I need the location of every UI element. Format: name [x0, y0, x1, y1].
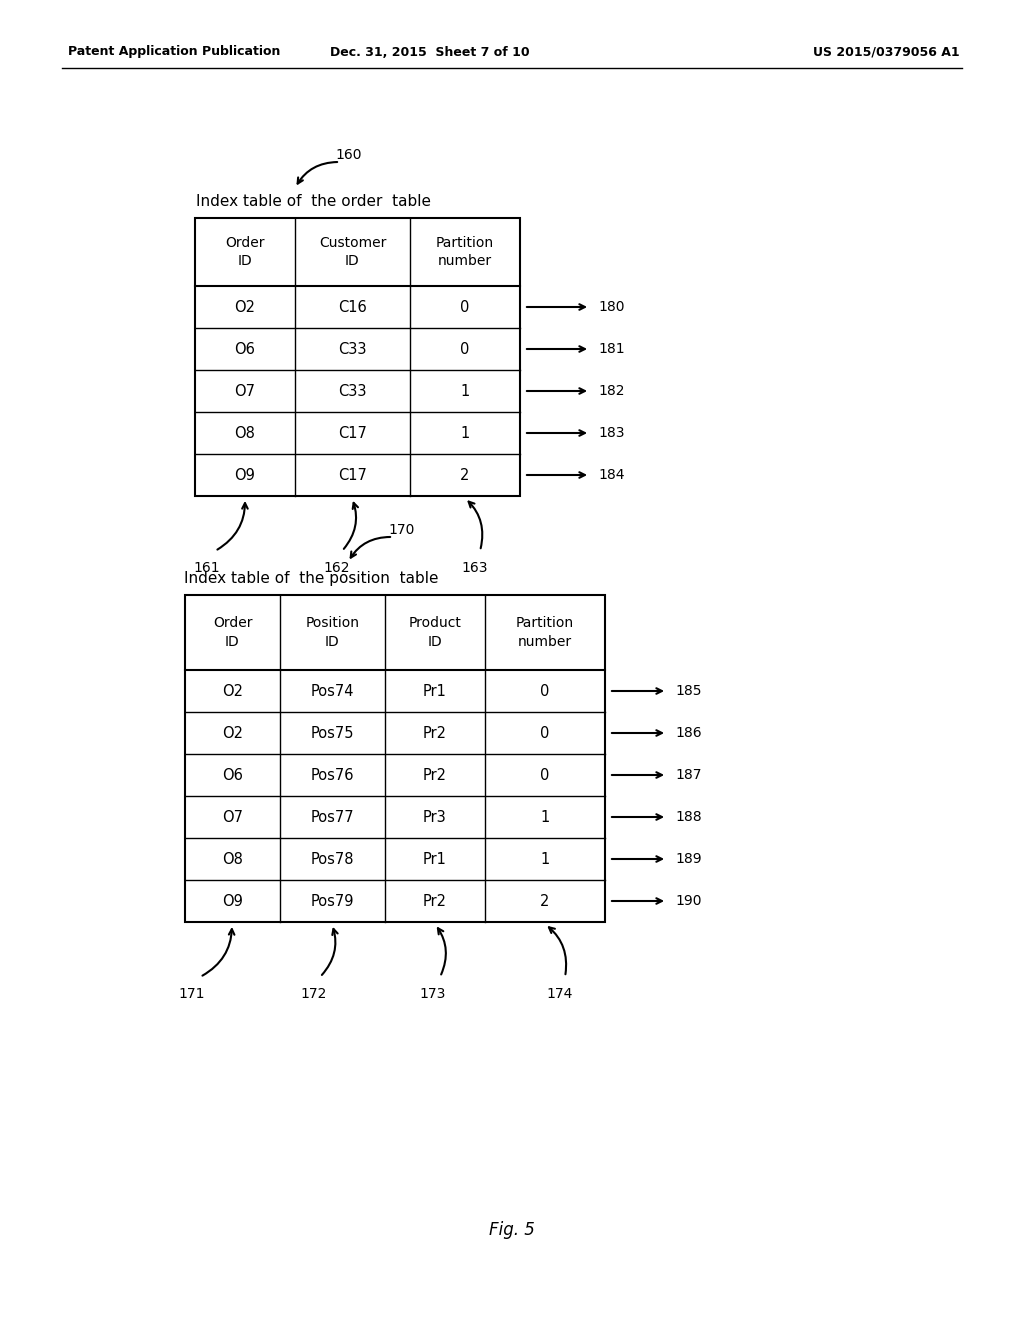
Text: O2: O2: [222, 684, 243, 698]
Text: C16: C16: [338, 300, 367, 314]
Text: Dec. 31, 2015  Sheet 7 of 10: Dec. 31, 2015 Sheet 7 of 10: [330, 45, 529, 58]
Text: O8: O8: [234, 425, 255, 441]
Text: C17: C17: [338, 467, 367, 483]
Text: O7: O7: [222, 809, 243, 825]
Text: 0: 0: [541, 767, 550, 783]
Text: Index table of  the position  table: Index table of the position table: [184, 570, 438, 586]
Text: 1: 1: [541, 809, 550, 825]
Text: Pr1: Pr1: [423, 684, 446, 698]
Text: C17: C17: [338, 425, 367, 441]
Text: Pos76: Pos76: [310, 767, 354, 783]
Text: 171: 171: [179, 987, 205, 1001]
Text: 188: 188: [675, 810, 701, 824]
Text: C33: C33: [338, 384, 367, 399]
Bar: [195, 218, 520, 496]
Text: Pr2: Pr2: [423, 726, 447, 741]
Text: 172: 172: [301, 987, 328, 1001]
Text: Index table of  the order  table: Index table of the order table: [196, 194, 431, 210]
Text: 1: 1: [541, 851, 550, 866]
Text: Order
ID: Order ID: [213, 616, 252, 648]
Text: O8: O8: [222, 851, 243, 866]
Text: C33: C33: [338, 342, 367, 356]
Text: Pos74: Pos74: [310, 684, 354, 698]
Bar: [185, 595, 605, 921]
Text: Patent Application Publication: Patent Application Publication: [68, 45, 281, 58]
Text: 0: 0: [461, 342, 470, 356]
Text: 183: 183: [598, 426, 625, 440]
Text: US 2015/0379056 A1: US 2015/0379056 A1: [813, 45, 961, 58]
Text: 174: 174: [547, 987, 573, 1001]
Text: 161: 161: [194, 561, 220, 576]
Text: 0: 0: [541, 684, 550, 698]
Text: 189: 189: [675, 851, 701, 866]
Text: O6: O6: [222, 767, 243, 783]
Text: 184: 184: [598, 469, 625, 482]
Text: O7: O7: [234, 384, 256, 399]
Text: 2: 2: [541, 894, 550, 908]
Text: O9: O9: [222, 894, 243, 908]
Text: 160: 160: [335, 148, 361, 162]
Text: Pr2: Pr2: [423, 894, 447, 908]
Text: Partition
number: Partition number: [516, 616, 574, 648]
Text: 1: 1: [461, 384, 470, 399]
Text: 185: 185: [675, 684, 701, 698]
Text: Order
ID: Order ID: [225, 236, 265, 268]
Text: Pos79: Pos79: [310, 894, 354, 908]
Text: 162: 162: [324, 561, 350, 576]
Text: Pos78: Pos78: [310, 851, 354, 866]
Text: 181: 181: [598, 342, 625, 356]
Text: Customer
ID: Customer ID: [318, 236, 386, 268]
Text: 163: 163: [462, 561, 488, 576]
Text: 2: 2: [461, 467, 470, 483]
Text: 0: 0: [541, 726, 550, 741]
Text: 186: 186: [675, 726, 701, 741]
Text: Pr3: Pr3: [423, 809, 446, 825]
Text: Product
ID: Product ID: [409, 616, 462, 648]
Text: 173: 173: [420, 987, 446, 1001]
Text: Fig. 5: Fig. 5: [489, 1221, 535, 1239]
Text: 187: 187: [675, 768, 701, 781]
Text: Pos77: Pos77: [310, 809, 354, 825]
Text: Partition
number: Partition number: [436, 236, 494, 268]
Text: O9: O9: [234, 467, 255, 483]
Text: 1: 1: [461, 425, 470, 441]
Text: Pos75: Pos75: [310, 726, 354, 741]
Text: Pr2: Pr2: [423, 767, 447, 783]
Text: Pr1: Pr1: [423, 851, 446, 866]
Text: 180: 180: [598, 300, 625, 314]
Text: 0: 0: [461, 300, 470, 314]
Text: 182: 182: [598, 384, 625, 399]
Text: O6: O6: [234, 342, 255, 356]
Text: O2: O2: [222, 726, 243, 741]
Text: 190: 190: [675, 894, 701, 908]
Text: Position
ID: Position ID: [305, 616, 359, 648]
Text: O2: O2: [234, 300, 256, 314]
Text: 170: 170: [388, 523, 415, 537]
